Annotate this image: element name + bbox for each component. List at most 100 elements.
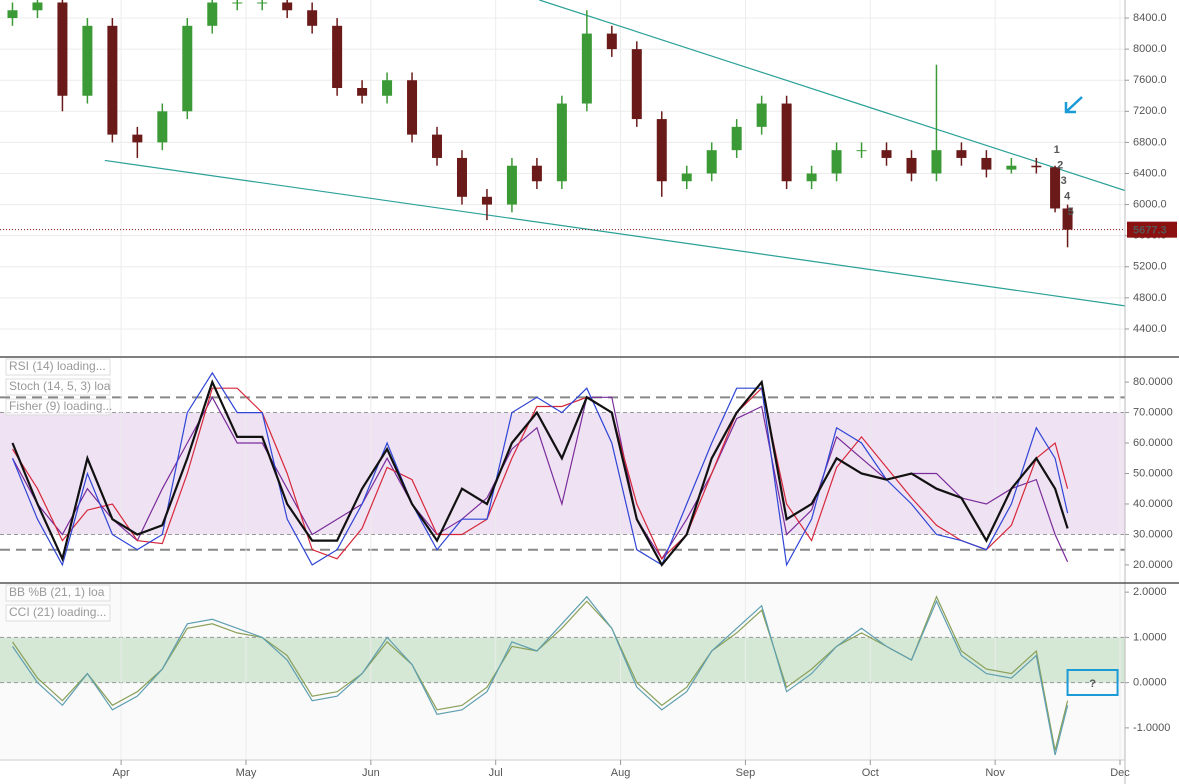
candle-body xyxy=(307,10,318,26)
candle-body xyxy=(32,2,43,11)
annotation-box xyxy=(1066,669,1119,696)
candle-body xyxy=(681,173,692,182)
y-tick-label: 7200.0 xyxy=(1133,105,1167,117)
legend-label: BB %B (21, 1) loa xyxy=(9,585,105,599)
x-tick-label: May xyxy=(236,767,257,779)
candle-body xyxy=(831,150,842,174)
candle-body xyxy=(157,111,168,143)
legend-label: RSI (14) loading... xyxy=(9,359,106,373)
candle-body xyxy=(731,126,742,151)
legend-label: Stoch (14, 5, 3) loa xyxy=(9,379,111,393)
y-tick-label: 80.0000 xyxy=(1133,376,1173,388)
candle-body xyxy=(1006,165,1017,170)
candle-body xyxy=(506,165,517,205)
legend-box xyxy=(5,584,111,602)
candle-body xyxy=(806,173,817,182)
candle-body xyxy=(182,25,193,112)
y-tick-label: 6800.0 xyxy=(1133,136,1167,148)
candle-body xyxy=(357,87,368,96)
candle-body xyxy=(57,2,68,96)
candle-body xyxy=(631,49,642,120)
candle-body xyxy=(1031,165,1042,168)
trendline xyxy=(104,159,1125,307)
y-tick-label: 0.0000 xyxy=(1133,677,1167,689)
candle-body xyxy=(207,2,218,26)
y-tick-label: 60.0000 xyxy=(1133,437,1173,449)
candle-body xyxy=(606,33,617,50)
last-price-box xyxy=(1127,221,1177,238)
last-price-label: 5677.3 xyxy=(1133,225,1167,237)
candle-body xyxy=(107,25,118,135)
candle-body xyxy=(332,25,343,88)
bb-cci-panel xyxy=(0,584,1125,760)
annotation: 5 xyxy=(1068,206,1074,218)
series-line xyxy=(11,371,1069,567)
arrow xyxy=(1064,96,1083,114)
x-tick-label: Aug xyxy=(611,767,631,779)
y-tick-label: 6000.0 xyxy=(1133,198,1167,210)
x-tick-label: Nov xyxy=(985,767,1005,779)
candle-body xyxy=(881,150,892,158)
y-tick-label: 5200.0 xyxy=(1133,261,1167,273)
annotation: ? xyxy=(1089,678,1096,690)
legend-label: Fisher (9) loading... xyxy=(9,399,112,413)
y-tick-label: 1.0000 xyxy=(1133,631,1167,643)
trendline xyxy=(539,0,1125,192)
candle-body xyxy=(781,103,792,182)
candle-body xyxy=(257,2,268,4)
y-tick-label: 50.0000 xyxy=(1133,467,1173,479)
x-tick-label: Apr xyxy=(113,767,130,779)
annotation: 2 xyxy=(1057,159,1063,171)
y-tick-label: 30.0000 xyxy=(1133,528,1173,540)
candle-body xyxy=(756,103,767,127)
x-tick-label: Oct xyxy=(862,767,879,779)
candle-body xyxy=(656,119,667,182)
legend-label: CCI (21) loading... xyxy=(9,605,106,619)
candle-body xyxy=(132,134,143,143)
legend-box xyxy=(5,398,111,416)
candle-body xyxy=(232,2,243,4)
price-panel xyxy=(0,0,1125,356)
annotation: 4 xyxy=(1064,190,1071,202)
candle-body xyxy=(981,157,992,170)
signal-line xyxy=(11,387,1069,560)
y-tick-label: 70.0000 xyxy=(1133,406,1173,418)
annotation: 1 xyxy=(1054,144,1060,156)
y-tick-label: 6400.0 xyxy=(1133,167,1167,179)
y-tick-label: 40.0000 xyxy=(1133,498,1173,510)
candle-body xyxy=(956,150,967,158)
candle-body xyxy=(706,150,717,174)
band xyxy=(0,412,1125,535)
x-tick-label: Dec xyxy=(1110,767,1130,779)
band xyxy=(0,637,1125,683)
legend-box xyxy=(5,604,111,622)
y-tick-label: 20.0000 xyxy=(1133,559,1173,571)
candle-body xyxy=(382,80,393,96)
series-line xyxy=(11,379,1069,567)
y-tick-label: 4400.0 xyxy=(1133,323,1167,335)
series-line xyxy=(12,595,1069,756)
candle-body xyxy=(432,134,443,158)
y-tick-label: 2.0000 xyxy=(1133,586,1167,598)
candle-body xyxy=(906,157,917,174)
candle-body xyxy=(856,150,867,152)
y-tick-label: 7600.0 xyxy=(1133,74,1167,86)
y-tick-label: 8400.0 xyxy=(1133,12,1167,24)
candle-body xyxy=(556,103,567,182)
candle-body xyxy=(1062,208,1073,230)
candle-body xyxy=(82,25,93,96)
candle-body xyxy=(407,80,418,135)
y-tick-label: -1.0000 xyxy=(1133,722,1170,734)
candle-body xyxy=(531,165,542,182)
x-tick-label: Jun xyxy=(362,767,380,779)
x-tick-label: Jul xyxy=(489,767,503,779)
candle-body xyxy=(7,10,18,19)
candle-body xyxy=(481,196,492,205)
y-tick-label: 4800.0 xyxy=(1133,292,1167,304)
oscillator-panel xyxy=(0,358,1125,582)
candle-body xyxy=(581,33,592,104)
candle-body xyxy=(456,157,467,197)
